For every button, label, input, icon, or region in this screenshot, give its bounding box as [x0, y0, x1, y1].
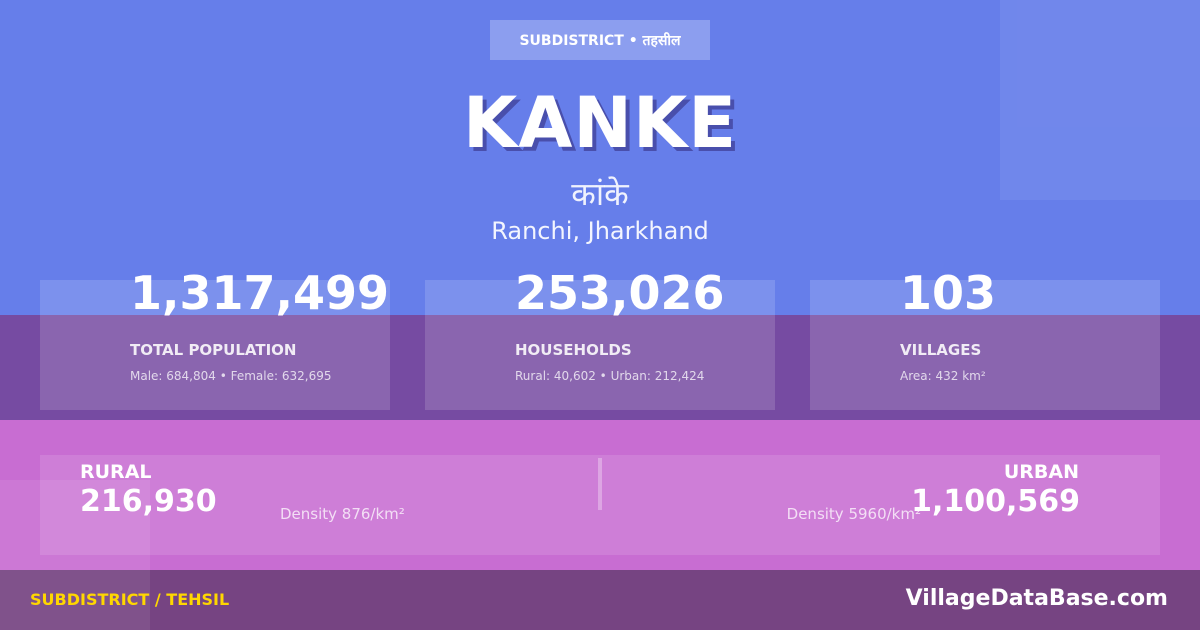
rural-urban-panel: [40, 455, 1160, 555]
stats-band: [0, 315, 1200, 420]
footer-band: [0, 570, 1200, 630]
stat-value: 253,026: [515, 266, 725, 320]
urban-label: URBAN: [1003, 461, 1079, 483]
stat-label: TOTAL POPULATION: [130, 341, 297, 359]
stat-card-villages: 103 VILLAGES Area: 432 km²: [810, 266, 1160, 410]
brand-link[interactable]: VillageDataBase.com: [905, 586, 1168, 611]
decorative-square: [0, 480, 150, 630]
type-badge: SUBDISTRICT • तहसील: [490, 20, 710, 60]
stat-label: HOUSEHOLDS: [515, 341, 632, 359]
stat-sub: Male: 684,804 • Female: 632,695: [130, 369, 332, 383]
decorative-square: [1000, 0, 1200, 200]
stat-sub: Area: 432 km²: [900, 369, 986, 383]
rural-label: RURAL: [80, 461, 152, 483]
header-band: [0, 0, 1200, 315]
urban-density: Density 5960/km²: [786, 505, 921, 523]
page-title: KANKE: [462, 82, 738, 164]
rural-value: 216,930: [80, 484, 217, 519]
rural-density: Density 876/km²: [280, 505, 405, 523]
stat-label: VILLAGES: [900, 341, 982, 359]
footer-type: SUBDISTRICT / TEHSIL: [30, 590, 230, 609]
stat-value: 1,317,499: [130, 266, 389, 320]
location: Ranchi, Jharkhand: [491, 217, 709, 245]
split-band: [0, 420, 1200, 570]
urban-value: 1,100,569: [911, 484, 1080, 519]
title-hindi: कांके: [571, 175, 629, 213]
divider: [598, 458, 602, 510]
stat-value: 103: [900, 266, 997, 320]
stat-card-households: 253,026 HOUSEHOLDS Rural: 40,602 • Urban…: [425, 266, 775, 410]
stat-sub: Rural: 40,602 • Urban: 212,424: [515, 369, 705, 383]
stat-card-population: 1,317,499 TOTAL POPULATION Male: 684,804…: [40, 266, 390, 410]
